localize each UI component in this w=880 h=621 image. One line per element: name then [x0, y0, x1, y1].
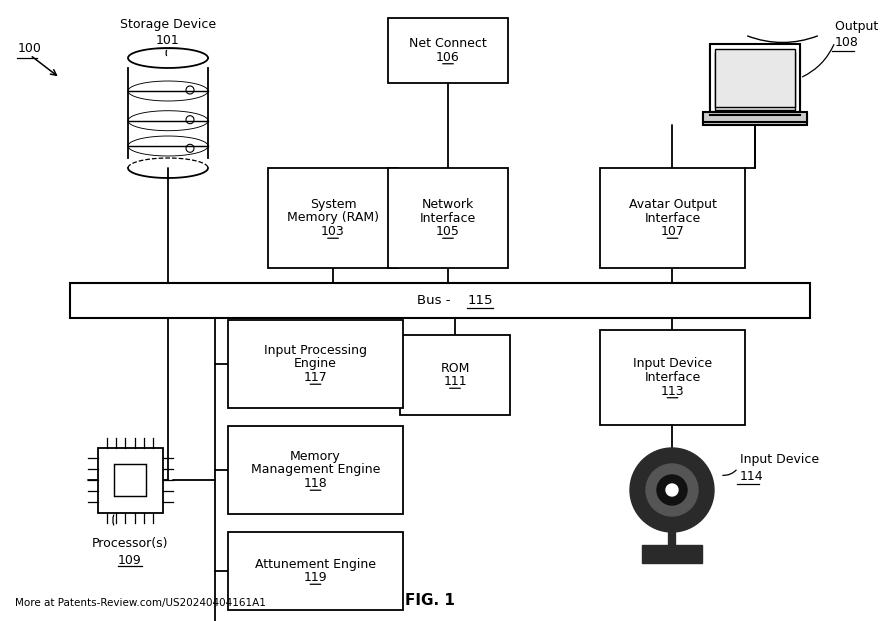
Bar	[600, 330, 745, 425]
Text: 108: 108	[835, 36, 859, 49]
Bar	[710, 47, 800, 115]
Text: 101: 101	[156, 34, 180, 47]
Text: 114: 114	[740, 469, 764, 483]
Text: 100: 100	[18, 42, 42, 55]
Text: 115: 115	[467, 294, 493, 307]
Text: FIG. 1: FIG. 1	[405, 593, 455, 608]
Text: Engine: Engine	[294, 358, 337, 371]
Text: 103: 103	[321, 225, 345, 238]
Bar	[703, 115, 807, 125]
Circle shape	[666, 484, 678, 496]
Text: Memory (RAM): Memory (RAM)	[287, 212, 379, 225]
Text: 106: 106	[436, 51, 460, 64]
Text: More at Patents-Review.com/US20240404161A1: More at Patents-Review.com/US20240404161…	[15, 598, 266, 608]
Bar	[228, 426, 403, 514]
Text: Input Processing: Input Processing	[264, 343, 367, 356]
Text: Interface: Interface	[644, 371, 700, 384]
Bar	[703, 112, 807, 122]
Text: Processor(s): Processor(s)	[92, 538, 168, 550]
Bar	[715, 52, 795, 110]
Text: 113: 113	[661, 385, 685, 398]
Text: System: System	[310, 197, 356, 211]
Text: 107: 107	[661, 225, 685, 238]
Circle shape	[646, 464, 698, 516]
Bar	[268, 168, 398, 268]
Text: Bus -: Bus -	[417, 294, 455, 307]
Text: Memory: Memory	[290, 450, 341, 463]
Text: 117: 117	[304, 371, 327, 384]
Circle shape	[630, 448, 714, 532]
Bar	[388, 18, 508, 83]
Text: Interface: Interface	[420, 212, 476, 225]
Text: Storage Device: Storage Device	[120, 18, 216, 31]
Text: 105: 105	[436, 225, 460, 238]
Text: Output Device: Output Device	[835, 20, 880, 33]
Text: Input Device: Input Device	[633, 357, 712, 370]
Bar	[114, 464, 146, 496]
Bar	[98, 448, 163, 512]
Bar	[642, 545, 702, 563]
Text: Network: Network	[422, 197, 474, 211]
Bar	[388, 168, 508, 268]
Bar	[228, 320, 403, 408]
Text: 119: 119	[304, 571, 327, 584]
Text: ROM: ROM	[440, 361, 470, 374]
Bar	[715, 49, 795, 107]
Text: Net Connect: Net Connect	[409, 37, 487, 50]
Bar	[228, 532, 403, 610]
Bar	[70, 283, 810, 318]
Text: Interface: Interface	[644, 212, 700, 225]
Text: Attunement Engine: Attunement Engine	[255, 558, 376, 571]
Text: 111: 111	[444, 376, 466, 389]
Text: Avatar Output: Avatar Output	[628, 197, 716, 211]
Bar	[710, 44, 800, 112]
Circle shape	[657, 475, 687, 505]
Text: 118: 118	[304, 478, 327, 491]
Text: Input Device: Input Device	[740, 453, 819, 466]
Text: Management Engine: Management Engine	[251, 463, 380, 476]
Bar	[400, 335, 510, 415]
Text: 109: 109	[118, 553, 142, 566]
Bar	[600, 168, 745, 268]
